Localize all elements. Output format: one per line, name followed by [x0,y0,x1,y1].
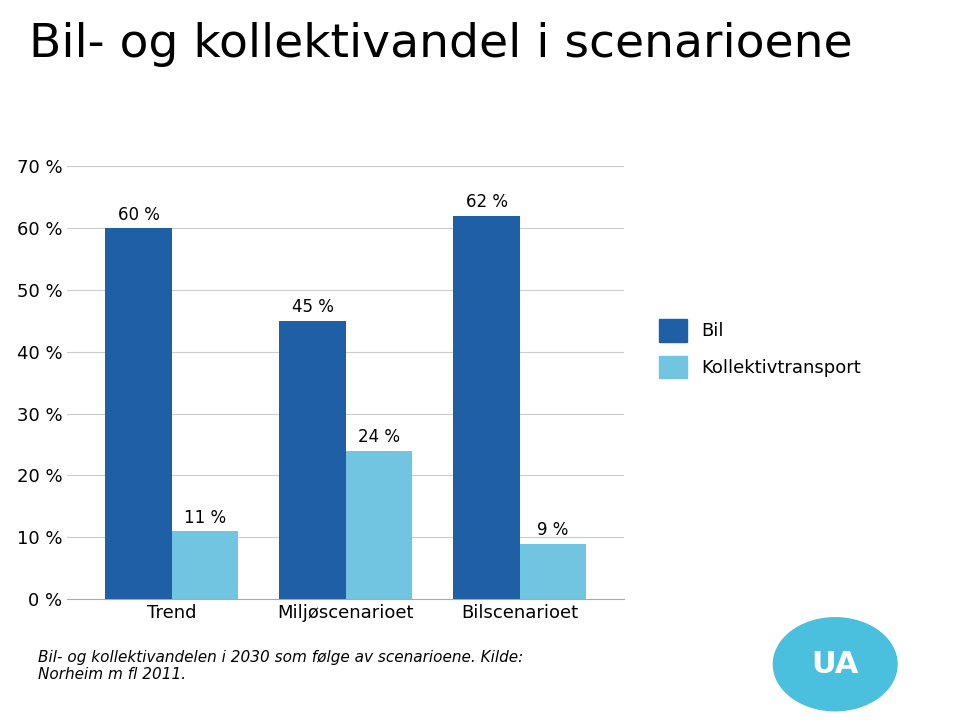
Text: 60 %: 60 % [118,206,159,224]
Bar [106,228,172,599]
Text: 11 %: 11 % [183,509,226,527]
Text: 62 %: 62 % [466,193,508,212]
Text: 45 %: 45 % [292,298,333,316]
Text: UA: UA [811,650,859,679]
Bar [519,544,586,599]
Bar [453,216,519,599]
Bar [346,451,412,599]
Text: 9 %: 9 % [537,521,568,539]
Text: Bil- og kollektivandelen i 2030 som følge av scenarioene. Kilde:
Norheim m fl 20: Bil- og kollektivandelen i 2030 som følg… [38,650,523,682]
Circle shape [774,618,897,710]
Text: Bil- og kollektivandel i scenarioene: Bil- og kollektivandel i scenarioene [29,22,852,66]
Bar [172,531,238,599]
Bar [279,321,346,599]
Text: 24 %: 24 % [358,428,399,446]
Legend: Bil, Kollektivtransport: Bil, Kollektivtransport [652,313,868,386]
